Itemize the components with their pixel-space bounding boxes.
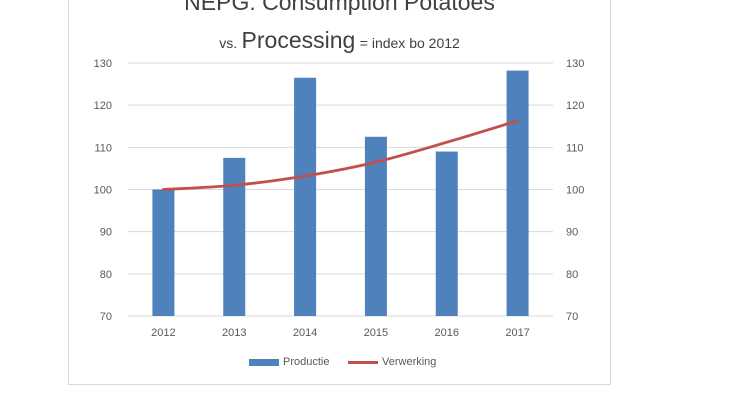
line-point [374,160,378,164]
y-tick-label-left: 130 [94,58,112,70]
legend-label-line: Verwerking [382,356,437,368]
x-tick-label: 2014 [293,327,317,339]
bar-series [152,70,529,316]
legend-bar-swatch [249,358,279,366]
y-tick-label-left: 110 [94,142,112,154]
y-tick-label-right: 120 [566,100,584,112]
y-tick-label-left: 80 [100,269,112,281]
y-tick-label-right: 130 [566,58,584,70]
y-axis-left-ticks: 70 80 90 100 110 120 130 [94,58,112,323]
y-tick-label-left: 100 [94,185,112,197]
x-tick-label: 2013 [222,327,246,339]
bar [294,77,317,316]
legend-line-swatch [348,360,378,364]
chart-subtitle: vs. Processing = index bo 2012 [68,27,611,54]
y-tick-label-right: 70 [566,311,578,323]
x-axis-ticks: 2012 2013 2014 2015 2016 2017 [151,327,530,339]
y-tick-label-right: 100 [566,185,584,197]
chart-title: NEPG: Consumption Potatoes [184,0,495,15]
x-tick-label: 2016 [435,327,459,339]
y-tick-label-right: 80 [566,269,578,281]
line-point [445,141,448,144]
bar [364,136,387,316]
line-point [303,174,307,178]
gridlines [128,62,553,317]
y-tick-label-left: 70 [100,311,112,323]
y-tick-label-right: 110 [566,142,584,154]
line-point [162,188,165,191]
series-line [162,119,519,191]
x-tick-label: 2012 [151,327,175,339]
line-point [516,119,519,122]
legend: Productie Verwerking [0,356,748,372]
line-series [162,119,519,191]
bar [223,157,246,316]
x-tick-label: 2017 [505,327,529,339]
y-tick-label-left: 90 [100,227,112,239]
subtitle-prefix: vs. [219,35,238,51]
y-tick-label-right: 90 [566,227,578,239]
bar [506,70,529,316]
y-tick-label-left: 120 [94,100,112,112]
legend-item-bars: Productie [249,356,329,368]
bar [435,151,458,316]
subtitle-suffix: = index bo 2012 [359,35,460,51]
y-axis-right-ticks: 70 80 90 100 110 120 130 [566,58,584,323]
line-point [233,184,236,187]
subtitle-main: Processing [241,27,356,53]
legend-label-bars: Productie [283,356,330,368]
bar [152,189,175,316]
legend-item-line: Verwerking [348,356,436,368]
x-tick-label: 2015 [364,327,388,339]
